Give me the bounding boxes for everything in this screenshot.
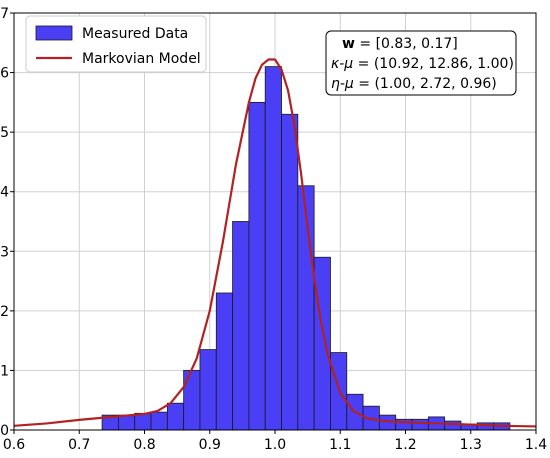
- y-tick-label: 7: [0, 6, 9, 22]
- markovian-model-curve: [13, 58, 537, 428]
- annotation-w-value: = [0.83, 0.17]: [355, 36, 458, 52]
- histogram-bar: [248, 101, 266, 431]
- x-tick-label: 0.6: [3, 437, 25, 453]
- histogram-bar: [199, 349, 217, 431]
- annotation-box: [325, 30, 517, 96]
- y-tick-label: 5: [0, 125, 9, 141]
- histogram-bar: [281, 113, 299, 431]
- y-tick-label: 6: [0, 66, 9, 82]
- x-tick-label: 1.3: [460, 437, 482, 453]
- y-axis-ticks: 0 1 2 3 4 5 6 7: [0, 6, 14, 439]
- x-tick-label: 1.2: [394, 437, 416, 453]
- annotation-eta-mu-symbol: η-μ: [331, 76, 354, 92]
- annotation-kappa-mu: κ-μ = (10.92, 12.86, 1.00): [331, 56, 514, 72]
- histogram-bar: [150, 411, 168, 431]
- legend: Measured Data Markovian Model: [25, 15, 207, 73]
- annotation-eta-mu-value: = (1.00, 2.72, 0.96): [354, 76, 497, 92]
- x-tick-label: 1.0: [264, 437, 286, 453]
- x-tick-label: 0.9: [199, 437, 221, 453]
- y-tick-label: 4: [0, 185, 9, 201]
- annotation-kappa-mu-symbol: κ-μ: [331, 56, 353, 72]
- annotation-w: w = [0.83, 0.17]: [342, 36, 458, 52]
- histogram-bar: [166, 402, 185, 431]
- y-tick-label: 1: [0, 363, 9, 379]
- x-tick-label: 1.1: [329, 437, 351, 453]
- y-tick-label: 0: [0, 423, 9, 439]
- histogram-bar: [118, 414, 136, 431]
- histogram-bar: [232, 221, 250, 431]
- histogram-bar: [444, 420, 462, 431]
- x-axis-ticks: 0.6 0.7 0.8 0.9 1.0 1.1 1.2 1.3 1.4: [3, 430, 547, 453]
- legend-label-measured-data: Measured Data: [82, 26, 188, 42]
- histogram-bar: [134, 412, 152, 431]
- x-tick-label: 0.8: [133, 437, 155, 453]
- annotation-eta-mu: η-μ = (1.00, 2.72, 0.96): [331, 76, 497, 92]
- y-tick-label: 3: [0, 244, 9, 260]
- annotation-kappa-mu-value: = (10.92, 12.86, 1.00): [353, 56, 514, 72]
- annotation-w-symbol: w: [342, 36, 355, 52]
- legend-label-markovian-model: Markovian Model: [82, 51, 201, 67]
- histogram-bar: [215, 292, 233, 431]
- legend-swatch-measured-data: [35, 25, 73, 41]
- histogram-bar: [411, 418, 429, 431]
- parameter-annotation: w = [0.83, 0.17] κ-μ = (10.92, 12.86, 1.…: [325, 30, 517, 96]
- y-tick-label: 2: [0, 304, 9, 320]
- x-tick-label: 0.7: [68, 437, 90, 453]
- histogram-bar: [264, 66, 282, 431]
- histogram-bar: [313, 256, 331, 431]
- x-tick-label: 1.4: [525, 437, 547, 453]
